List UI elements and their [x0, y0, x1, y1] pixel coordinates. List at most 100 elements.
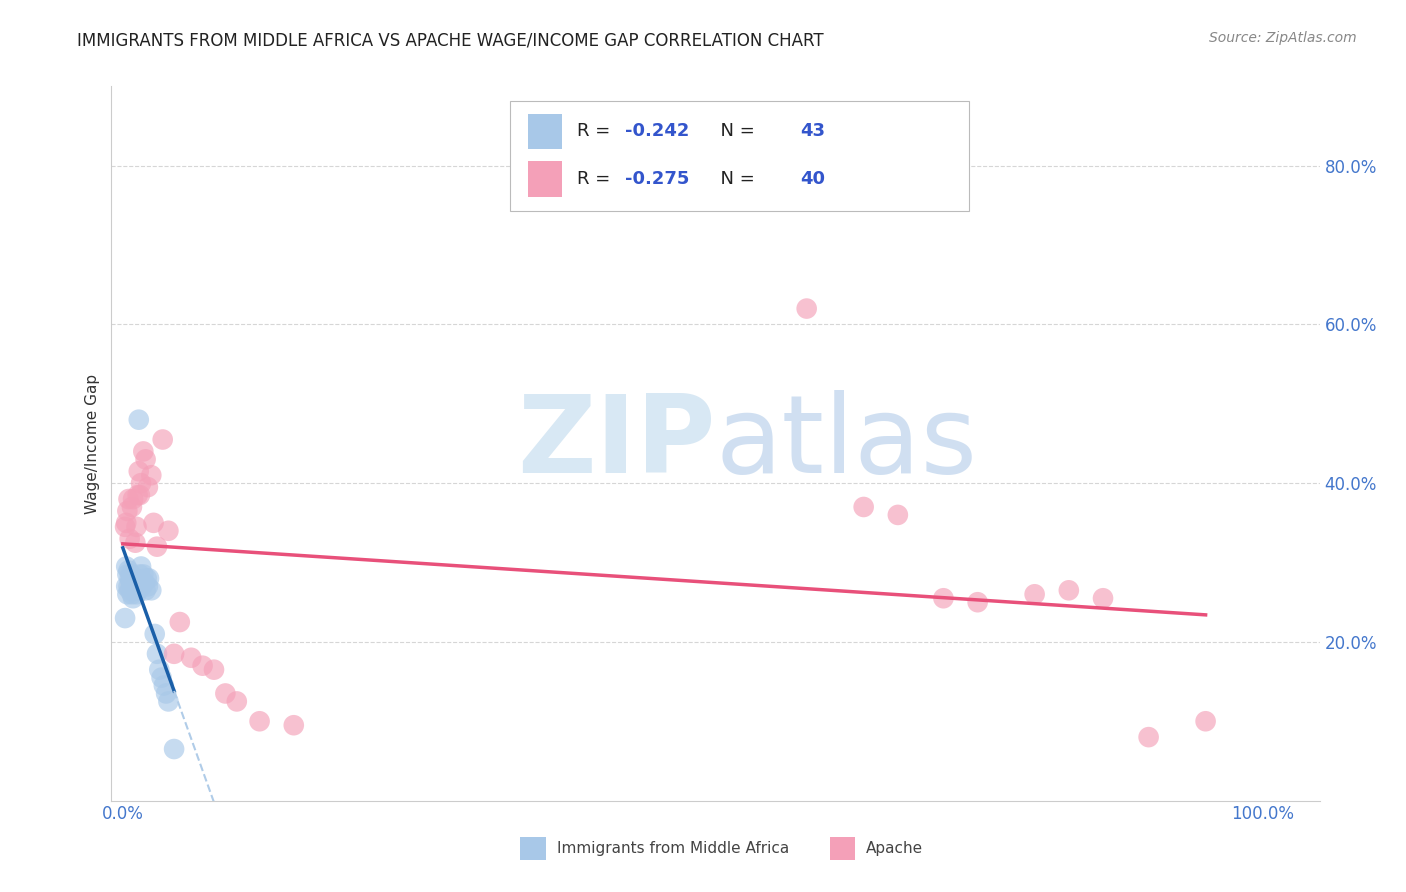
Point	[121, 587, 143, 601]
Point	[1092, 591, 1115, 606]
Point	[117, 564, 139, 578]
Point	[136, 579, 159, 593]
Text: R =: R =	[576, 170, 616, 188]
Point	[125, 571, 148, 585]
Point	[796, 301, 818, 316]
Point	[118, 571, 141, 585]
Point	[225, 694, 247, 708]
Point	[129, 476, 152, 491]
Point	[142, 516, 165, 530]
Point	[143, 627, 166, 641]
Point	[117, 491, 139, 506]
Y-axis label: Wage/Income Gap: Wage/Income Gap	[86, 374, 100, 514]
Point	[124, 579, 146, 593]
Point	[128, 412, 150, 426]
Point	[127, 579, 149, 593]
Point	[887, 508, 910, 522]
Point	[120, 567, 142, 582]
Text: R =: R =	[576, 122, 616, 140]
Point	[163, 647, 186, 661]
Point	[134, 575, 156, 590]
Point	[932, 591, 955, 606]
Point	[148, 663, 170, 677]
Point	[114, 611, 136, 625]
Point	[163, 742, 186, 756]
Text: 40: 40	[800, 170, 825, 188]
Point	[125, 587, 148, 601]
Point	[117, 579, 139, 593]
Point	[115, 559, 138, 574]
Text: Immigrants from Middle Africa: Immigrants from Middle Africa	[557, 840, 789, 855]
FancyBboxPatch shape	[510, 101, 969, 211]
Point	[117, 587, 139, 601]
Point	[153, 679, 176, 693]
Point	[124, 535, 146, 549]
Point	[132, 444, 155, 458]
Point	[115, 579, 138, 593]
Point	[129, 575, 152, 590]
Point	[120, 575, 142, 590]
Point	[146, 540, 169, 554]
Point	[122, 579, 145, 593]
Point	[132, 567, 155, 582]
Point	[121, 500, 143, 514]
Point	[135, 452, 157, 467]
Text: N =: N =	[710, 170, 761, 188]
Point	[135, 571, 157, 585]
Text: atlas: atlas	[716, 391, 977, 497]
Point	[118, 532, 141, 546]
Text: -0.275: -0.275	[624, 170, 689, 188]
Bar	[529, 113, 562, 149]
Text: Source: ZipAtlas.com: Source: ZipAtlas.com	[1209, 31, 1357, 45]
Point	[152, 433, 174, 447]
Point	[283, 718, 305, 732]
Point	[157, 694, 180, 708]
Point	[127, 488, 149, 502]
Point	[136, 480, 159, 494]
Point	[135, 583, 157, 598]
Point	[114, 520, 136, 534]
Point	[124, 571, 146, 585]
Point	[249, 714, 271, 729]
Point	[202, 663, 225, 677]
Point	[129, 567, 152, 582]
Point	[125, 520, 148, 534]
Point	[1194, 714, 1216, 729]
Point	[180, 650, 202, 665]
Point	[129, 488, 152, 502]
Point	[122, 591, 145, 606]
Text: N =: N =	[710, 122, 761, 140]
Point	[141, 583, 163, 598]
Point	[852, 500, 875, 514]
Point	[138, 571, 160, 585]
Point	[131, 579, 153, 593]
Point	[117, 567, 139, 582]
Point	[118, 583, 141, 598]
Text: -0.242: -0.242	[624, 122, 689, 140]
Point	[122, 575, 145, 590]
Point	[117, 504, 139, 518]
Point	[1024, 587, 1046, 601]
Point	[157, 524, 180, 538]
Point	[141, 468, 163, 483]
Point	[966, 595, 988, 609]
Point	[1137, 730, 1160, 744]
Point	[128, 464, 150, 478]
Point	[115, 516, 138, 530]
Point	[155, 686, 177, 700]
Point	[122, 491, 145, 506]
Point	[129, 559, 152, 574]
Text: ZIP: ZIP	[517, 391, 716, 497]
Point	[191, 658, 214, 673]
Text: Apache: Apache	[866, 840, 924, 855]
Point	[122, 583, 145, 598]
Bar	[529, 161, 562, 197]
Text: IMMIGRANTS FROM MIDDLE AFRICA VS APACHE WAGE/INCOME GAP CORRELATION CHART: IMMIGRANTS FROM MIDDLE AFRICA VS APACHE …	[77, 31, 824, 49]
Text: 43: 43	[800, 122, 825, 140]
Point	[150, 671, 173, 685]
Point	[127, 583, 149, 598]
Point	[121, 571, 143, 585]
Point	[214, 686, 236, 700]
Point	[169, 615, 191, 629]
Point	[146, 647, 169, 661]
